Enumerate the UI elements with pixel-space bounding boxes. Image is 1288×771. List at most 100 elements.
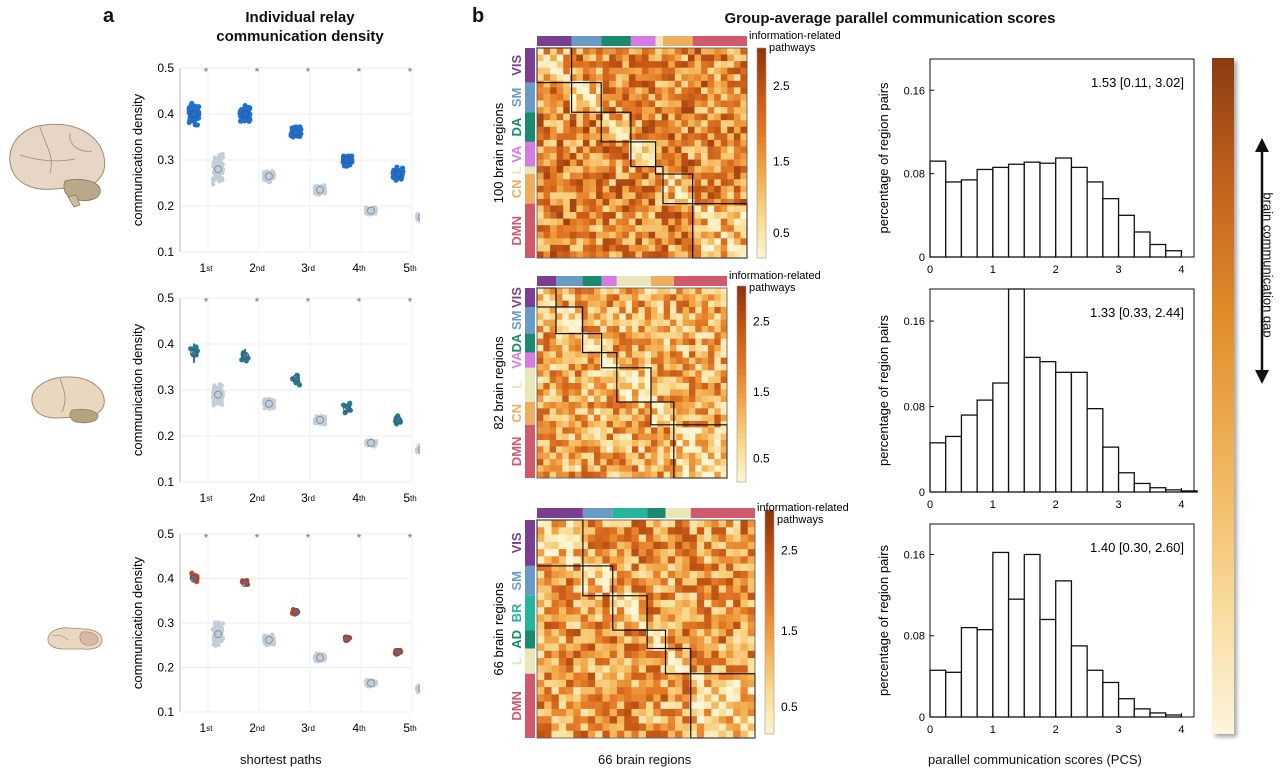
- heatmap-cell: [674, 192, 682, 200]
- heatmap-cell: [642, 133, 649, 141]
- heatmap-cell: [701, 113, 708, 121]
- heatmap-cell: [602, 133, 610, 141]
- heatmap-cell: [701, 414, 709, 422]
- heatmap-cell: [606, 294, 614, 301]
- network-label: CN: [509, 404, 524, 423]
- heatmap-cell: [708, 307, 715, 314]
- histogram-bar: [929, 160, 947, 258]
- heatmap-cell: [714, 48, 722, 55]
- heatmap-cell: [701, 61, 708, 68]
- heatmap-cell: [544, 563, 552, 572]
- heatmap-cell: [644, 345, 652, 352]
- histogram-bar: [1007, 163, 1025, 258]
- heatmap-cell: [624, 578, 632, 586]
- heatmap-cell: [675, 701, 683, 710]
- network-block-outline: [616, 367, 652, 403]
- heatmap-cell: [720, 205, 728, 213]
- heatmap-cell: [566, 621, 574, 630]
- heatmap-cell: [558, 621, 567, 630]
- heatmap-cell: [708, 370, 715, 377]
- heatmap-cell: [707, 179, 715, 187]
- heatmap-cell: [568, 364, 576, 371]
- heatmap-cell: [657, 307, 664, 314]
- network-label: DMN: [509, 437, 524, 467]
- heatmap-cell: [575, 452, 582, 460]
- heatmap-cell: [569, 113, 577, 121]
- heatmap-cell: [635, 48, 643, 55]
- heatmap-cell: [563, 74, 571, 82]
- heatmap-cell: [632, 294, 639, 301]
- heatmap-cell: [576, 153, 584, 160]
- network-color-bar-top: [537, 36, 572, 46]
- heatmap-cell: [537, 326, 544, 333]
- heatmap-cell: [576, 87, 584, 95]
- heatmap-cell: [569, 67, 577, 75]
- heatmap-cell: [632, 465, 639, 472]
- heatmap-cell: [740, 61, 748, 68]
- histogram-bar: [1039, 162, 1057, 258]
- x-tick-label: 4th: [352, 491, 365, 505]
- heatmap-cell: [714, 159, 722, 167]
- heatmap-cell: [543, 414, 550, 422]
- heatmap-cell: [714, 185, 722, 193]
- heatmap-cell: [543, 357, 550, 365]
- heatmap-cell: [587, 465, 595, 472]
- heatmap-cell: [628, 166, 636, 173]
- heatmap-cell: [651, 471, 658, 479]
- colorbar-segment: [737, 349, 746, 356]
- heatmap-cell: [740, 643, 749, 652]
- heatmap-cell: [740, 159, 748, 167]
- heatmap-cell: [701, 459, 709, 466]
- colorbar-frame: [756, 47, 767, 259]
- heatmap-cell: [628, 139, 636, 147]
- heatmap-cell: [646, 549, 654, 557]
- heatmap-cell: [660, 694, 669, 702]
- null-point: [210, 182, 216, 187]
- heatmap-cell: [575, 408, 582, 415]
- heatmap-cell: [615, 238, 623, 246]
- heatmap-cell: [670, 326, 677, 333]
- heatmap-cell: [580, 592, 589, 601]
- y-tick-label: 0.1: [157, 705, 174, 719]
- heatmap-cell: [602, 146, 610, 154]
- heatmap-cell: [681, 166, 689, 173]
- heatmap-cell: [638, 300, 645, 308]
- heatmap-cell: [682, 319, 690, 327]
- heatmap-cell: [740, 730, 749, 739]
- heatmap-cell: [694, 80, 702, 88]
- heatmap-cell: [727, 218, 735, 226]
- heatmap-cell: [725, 708, 734, 717]
- heatmap-cell: [558, 708, 567, 717]
- heatmap-cell: [616, 534, 625, 543]
- heatmap-cell: [606, 357, 614, 365]
- heatmap-cell: [556, 319, 563, 327]
- heatmap-cell: [624, 520, 632, 528]
- heatmap-cell: [575, 402, 582, 409]
- colorbar-segment: [757, 48, 766, 54]
- heatmap-cell: [704, 549, 712, 557]
- heatmap-cell: [676, 332, 683, 339]
- x-tick-label: 2: [1053, 724, 1059, 736]
- heatmap-cell: [720, 307, 728, 314]
- x-tick-label: 4: [1178, 264, 1184, 276]
- heatmap-cell: [635, 192, 643, 200]
- heatmap-cell: [642, 67, 649, 75]
- heatmap-cell: [682, 402, 690, 409]
- colorbar-segment: [737, 403, 746, 409]
- heatmap-cell: [589, 192, 597, 200]
- heatmap-cell: [609, 139, 617, 147]
- heatmap-frame: [536, 519, 756, 739]
- heatmap-cell: [594, 307, 601, 314]
- x-tick-label: 5th: [403, 261, 416, 275]
- heatmap-cell: [619, 357, 626, 365]
- heatmap-cell: [681, 48, 689, 55]
- heatmap-cell: [660, 658, 669, 666]
- heatmap-cell: [725, 679, 734, 688]
- heatmap-cell: [609, 549, 618, 557]
- heatmap-cell: [733, 120, 741, 128]
- heatmap-cell: [651, 433, 658, 441]
- heatmap-cell: [573, 716, 581, 724]
- heatmap-cell: [674, 166, 682, 173]
- panel-a-title-line2: communication density: [216, 28, 384, 45]
- heatmap-cell: [562, 459, 569, 466]
